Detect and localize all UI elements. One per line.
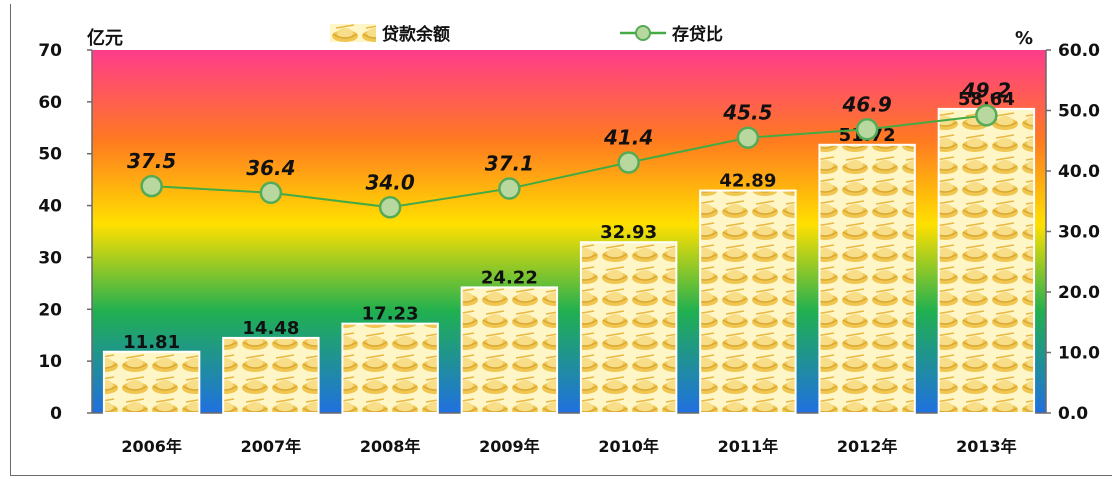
x-tick-label: 2011年	[718, 437, 779, 456]
right-tick-label: 50.0	[1058, 102, 1100, 122]
legend-item-line[interactable]: 存贷比	[620, 24, 723, 45]
bar-data-label: 11.81	[123, 332, 180, 353]
left-tick-label: 50	[38, 145, 62, 165]
line-point[interactable]	[498, 177, 521, 200]
bar-data-label: 24.22	[481, 267, 538, 288]
bar-data-label: 14.48	[242, 318, 299, 339]
left-axis-unit: 亿元	[87, 27, 123, 49]
line-data-label: 41.4	[603, 126, 653, 150]
left-tick-label: 30	[38, 248, 62, 268]
right-tick-label: 30.0	[1058, 223, 1100, 243]
line-series: 37.5 36.4 34.0 37.1 41.4 45.5 46.9 49.2	[127, 78, 1011, 219]
bar[interactable]	[579, 241, 678, 414]
bar[interactable]	[937, 107, 1036, 414]
legend-line-marker	[635, 25, 651, 41]
bar-data-label: 17.23	[362, 304, 419, 325]
left-tick-label: 10	[38, 352, 62, 372]
line-data-label: 37.1	[485, 152, 534, 176]
line-point[interactable]	[617, 151, 640, 174]
line-data-label: 46.9	[841, 92, 891, 116]
bar-data-label: 32.93	[600, 222, 657, 243]
line-point[interactable]	[975, 104, 998, 127]
right-tick-label: 10.0	[1058, 344, 1100, 364]
bar-data-label: 58.64	[958, 89, 1015, 110]
legend: 贷款余额 存贷比	[330, 24, 723, 45]
x-tick-label: 2009年	[479, 437, 540, 456]
x-tick-label: 2012年	[837, 437, 898, 456]
bar[interactable]	[102, 350, 201, 414]
legend-bar-swatch	[330, 24, 376, 42]
bar[interactable]	[699, 189, 797, 414]
right-tick-label: 60.0	[1058, 41, 1100, 61]
line-point[interactable]	[378, 196, 402, 219]
left-tick-label: 70	[38, 41, 62, 61]
left-tick-label: 60	[38, 93, 62, 113]
line-data-label: 36.4	[246, 156, 295, 180]
bar[interactable]	[818, 143, 916, 414]
right-axis-unit: %	[1015, 28, 1033, 49]
legend-bar-label: 贷款余额	[382, 24, 450, 45]
left-tick-label: 0	[50, 404, 62, 424]
line-path	[151, 114, 987, 209]
x-tick-label: 2013年	[956, 437, 1017, 456]
line-point[interactable]	[259, 181, 283, 205]
line-data-label: 34.0	[365, 170, 414, 194]
bar[interactable]	[460, 286, 559, 415]
line-data-label: 45.5	[722, 101, 772, 125]
chart-frame	[10, 4, 1112, 476]
bar[interactable]	[222, 336, 320, 414]
x-axis-ticks: 2006年 2007年 2008年 2009年 2010年 2011年 2012年 2013年	[121, 437, 1016, 456]
left-axis-ticks: 0 10 20 30 40 50 60 70	[38, 41, 92, 424]
legend-line-label: 存贷比	[672, 24, 723, 45]
line-point[interactable]	[855, 118, 879, 141]
x-tick-label: 2006年	[121, 437, 182, 456]
x-tick-label: 2008年	[360, 437, 421, 456]
bar-data-label: 42.89	[719, 171, 776, 192]
x-tick-label: 2007年	[241, 437, 302, 456]
line-data-label: 49.2	[961, 78, 1011, 102]
legend-item-bar[interactable]: 贷款余额	[330, 24, 450, 45]
line-point[interactable]	[736, 126, 760, 149]
left-tick-label: 40	[38, 197, 62, 217]
right-tick-label: 0.0	[1058, 404, 1088, 424]
right-axis-ticks: 0.0 10.0 20.0 30.0 40.0 50.0 60.0	[1046, 41, 1100, 424]
x-tick-label: 2010年	[598, 437, 659, 456]
left-tick-label: 20	[38, 300, 62, 320]
line-data-label: 37.5	[127, 149, 176, 173]
right-tick-label: 40.0	[1058, 162, 1100, 182]
line-point[interactable]	[140, 174, 163, 198]
right-tick-label: 20.0	[1058, 283, 1100, 303]
bar[interactable]	[341, 322, 439, 414]
